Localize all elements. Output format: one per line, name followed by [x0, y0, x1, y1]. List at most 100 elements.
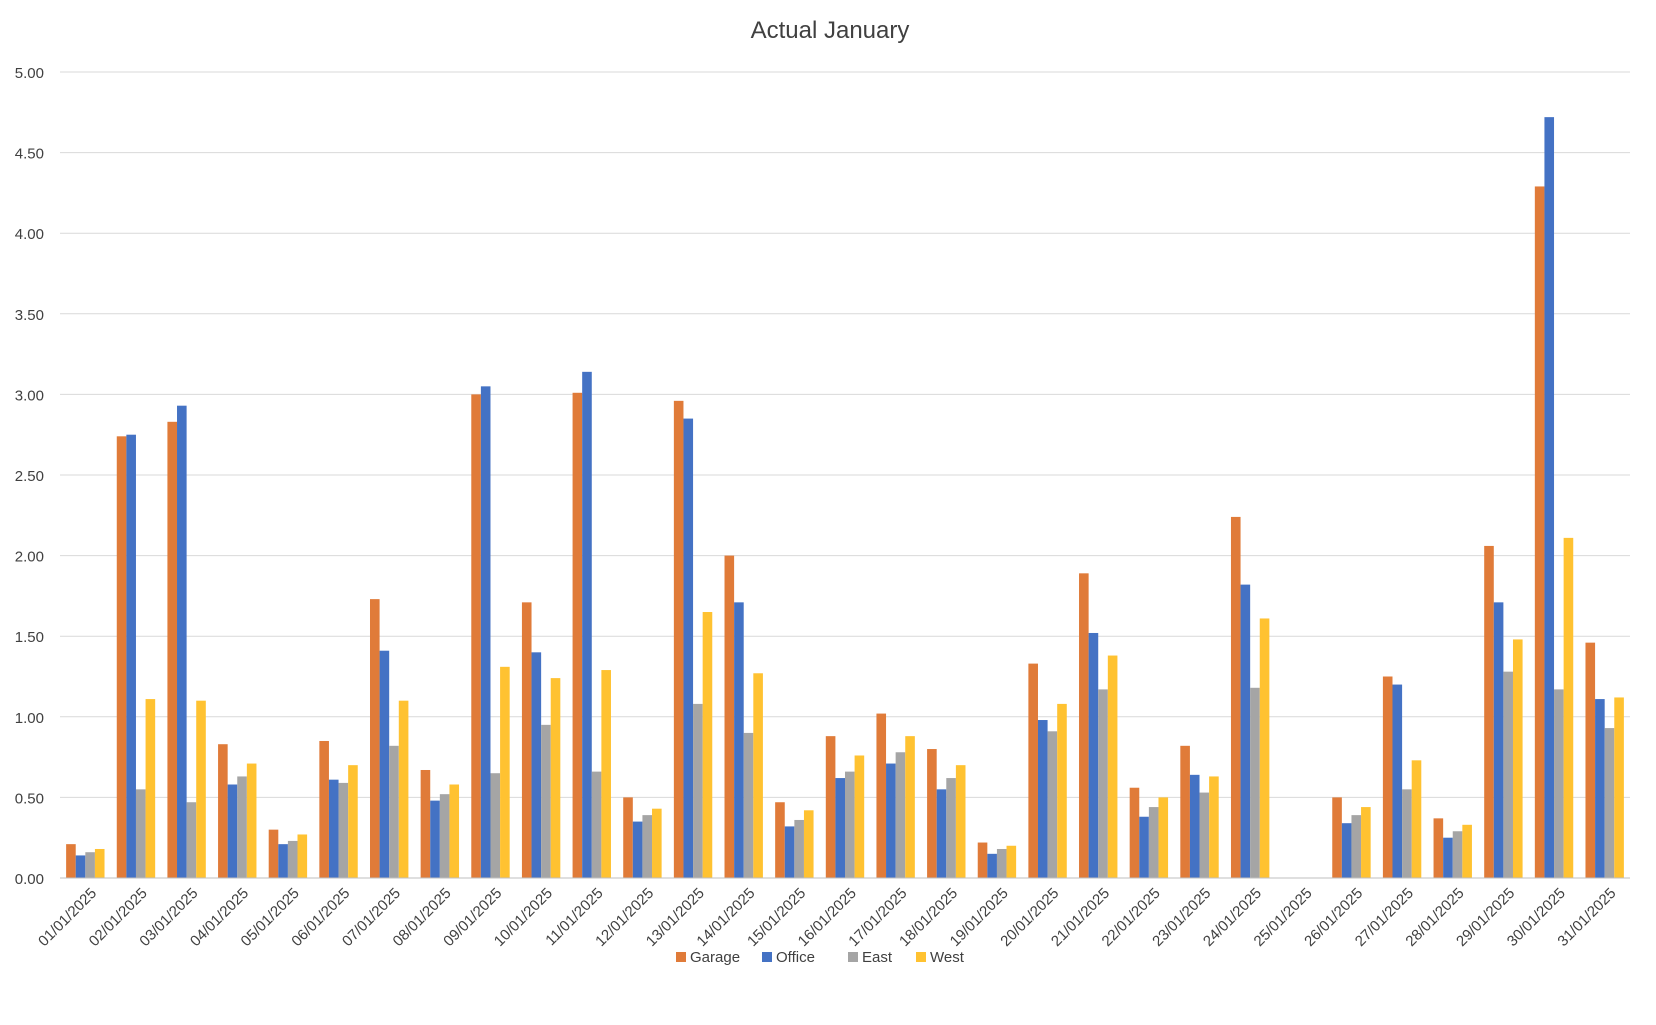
bar-west-24 [1259, 618, 1270, 878]
bar-garage-23 [1180, 745, 1190, 878]
bar-garage-10 [521, 602, 532, 878]
bar-west-1 [94, 848, 105, 878]
bar-garage-20 [1028, 663, 1038, 878]
bar-office-17 [886, 763, 896, 878]
bar-garage-30 [1534, 186, 1545, 878]
bar-office-6 [328, 779, 339, 878]
bar-west-16 [854, 755, 865, 878]
bar-east-23 [1199, 792, 1210, 878]
bar-east-16 [845, 771, 855, 878]
bar-east-21 [1098, 689, 1108, 878]
bar-east-6 [338, 782, 349, 878]
bar-garage-22 [1129, 787, 1140, 878]
bar-garage-12 [623, 797, 633, 878]
gridlines [60, 71, 1630, 798]
bar-east-29 [1503, 671, 1513, 878]
bar-garage-14 [724, 555, 735, 878]
legend-swatch-office [762, 952, 772, 962]
bar-east-9 [490, 773, 501, 878]
bar-office-11 [582, 371, 592, 878]
bar-east-1 [85, 852, 95, 878]
bar-west-9 [500, 666, 510, 878]
bar-garage-8 [420, 769, 431, 878]
y-tick-label: 5.00 [15, 65, 44, 82]
y-tick-label: 1.50 [15, 629, 44, 646]
legend-swatch-west [916, 952, 926, 962]
bar-garage-7 [369, 599, 380, 878]
legend-label-east: East [862, 949, 893, 966]
bar-east-28 [1452, 831, 1463, 878]
bar-office-7 [379, 650, 390, 878]
bar-office-1 [75, 855, 86, 878]
bar-west-27 [1411, 760, 1422, 878]
bar-west-22 [1158, 797, 1169, 878]
bar-office-29 [1493, 602, 1504, 878]
legend-swatch-garage [676, 952, 686, 962]
bar-east-3 [186, 802, 197, 878]
y-tick-label: 4.00 [15, 226, 44, 243]
bar-west-18 [955, 765, 966, 878]
legend-swatch-east [848, 952, 858, 962]
bar-west-4 [246, 763, 257, 878]
x-axis-ticks: 01/01/202502/01/202503/01/202504/01/2025… [35, 885, 1619, 950]
bar-west-19 [1006, 845, 1017, 878]
bar-office-14 [734, 602, 744, 878]
bar-west-11 [601, 670, 611, 878]
bar-west-29 [1512, 639, 1523, 878]
bar-east-4 [237, 776, 247, 878]
bar-garage-1 [66, 844, 76, 878]
legend-label-west: West [930, 949, 965, 966]
y-tick-label: 3.50 [15, 307, 44, 324]
bar-east-20 [1047, 731, 1058, 878]
y-tick-label: 3.00 [15, 387, 44, 404]
bar-east-22 [1148, 807, 1159, 878]
bar-office-30 [1544, 117, 1555, 879]
bar-east-13 [693, 703, 703, 878]
bar-west-7 [398, 700, 409, 878]
bar-garage-27 [1382, 676, 1393, 878]
bar-east-17 [895, 752, 906, 878]
bar-east-10 [541, 724, 551, 878]
legend: Garage Office East West [676, 949, 965, 966]
y-tick-label: 1.00 [15, 710, 44, 727]
y-tick-label: 4.50 [15, 146, 44, 163]
bar-office-4 [227, 784, 238, 878]
bar-garage-9 [471, 394, 481, 878]
bar-office-13 [683, 418, 694, 878]
bar-garage-26 [1332, 797, 1342, 878]
bar-east-19 [996, 848, 1007, 878]
bar-garage-6 [319, 740, 329, 878]
bar-west-8 [449, 784, 460, 878]
bar-garage-17 [876, 713, 887, 878]
bar-garage-5 [268, 829, 279, 878]
bar-west-23 [1209, 776, 1219, 878]
bar-east-15 [794, 819, 804, 878]
y-tick-label: 2.50 [15, 468, 44, 485]
bar-west-31 [1614, 697, 1624, 878]
bar-garage-31 [1585, 642, 1596, 878]
y-tick-label: 0.50 [15, 790, 44, 807]
chart-title: Actual January [751, 17, 910, 44]
bar-west-6 [348, 765, 358, 878]
bar-east-8 [439, 794, 450, 878]
bar-garage-11 [572, 392, 583, 878]
bar-garage-19 [977, 842, 988, 878]
y-tick-label: 0.00 [15, 871, 44, 888]
bar-west-28 [1462, 824, 1472, 878]
bar-east-2 [135, 789, 146, 878]
bar-east-31 [1604, 728, 1615, 878]
bar-east-27 [1402, 789, 1412, 878]
bar-west-10 [550, 678, 561, 878]
bar-east-14 [743, 732, 754, 878]
bar-garage-13 [673, 400, 684, 878]
bar-east-26 [1351, 815, 1362, 878]
bar-east-11 [591, 771, 602, 878]
bar-garage-24 [1230, 516, 1241, 878]
legend-label-garage: Garage [690, 949, 740, 966]
bar-garage-18 [927, 749, 937, 878]
bar-garage-4 [218, 744, 228, 878]
bar-garage-3 [167, 421, 178, 878]
bar-east-18 [946, 778, 956, 878]
